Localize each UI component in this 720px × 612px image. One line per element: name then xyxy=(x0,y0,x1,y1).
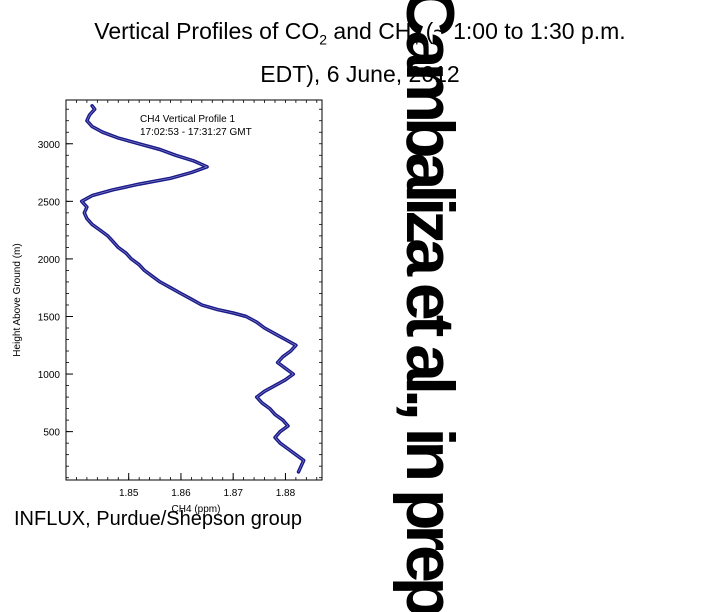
slide-title: Vertical Profiles of CO2 and CH4 (~ 1:00… xyxy=(0,14,720,91)
y-tick-label: 2500 xyxy=(38,197,61,208)
x-tick-label: 1.87 xyxy=(223,488,243,499)
footer-caption: INFLUX, Purdue/Shepson group xyxy=(14,508,302,530)
x-axis-label: CH4 (ppm) xyxy=(172,504,221,515)
title-text-b: and CH xyxy=(327,18,412,44)
plot-layer: 1.85 1.86 1.87 1.88 500 1000 1500 2000 2500 3000 C… xyxy=(12,99,323,515)
x-tick-label: 1.88 xyxy=(276,488,296,499)
y-tick-label: 1000 xyxy=(38,370,61,381)
ch4-profile-line-highlight xyxy=(81,105,305,473)
x-tick-label: 1.85 xyxy=(119,488,139,499)
y-axis-label: Height Above Ground (m) xyxy=(12,243,23,356)
title-text-c: (~ 1:00 to 1:30 p.m. xyxy=(419,18,626,44)
annotation-time: 17:02:53 - 17:31:27 GMT xyxy=(140,127,252,138)
y-tick-label: 3000 xyxy=(38,140,61,151)
title-subscript-2: 2 xyxy=(319,31,328,48)
title-text-a: Vertical Profiles of CO xyxy=(94,18,320,44)
rotated-citation: Cambaliza et al., in prep xyxy=(392,0,468,612)
ch4-profile-chart: 1.85 1.86 1.87 1.88 500 1000 1500 2000 2500 3000 C… xyxy=(12,99,323,515)
y-tick-label: 2000 xyxy=(38,255,61,266)
title-line-1: Vertical Profiles of CO2 and CH4 (~ 1:00… xyxy=(0,14,720,57)
y-tick-label: 500 xyxy=(43,428,60,439)
title-subscript-4: 4 xyxy=(411,31,420,48)
y-tick-label: 1500 xyxy=(38,312,61,323)
x-tick-label: 1.86 xyxy=(171,488,191,499)
title-line-2: EDT), 6 June, 2012 xyxy=(260,60,460,87)
annotation-title: CH4 Vertical Profile 1 xyxy=(140,114,235,125)
plot-frame xyxy=(65,99,323,481)
